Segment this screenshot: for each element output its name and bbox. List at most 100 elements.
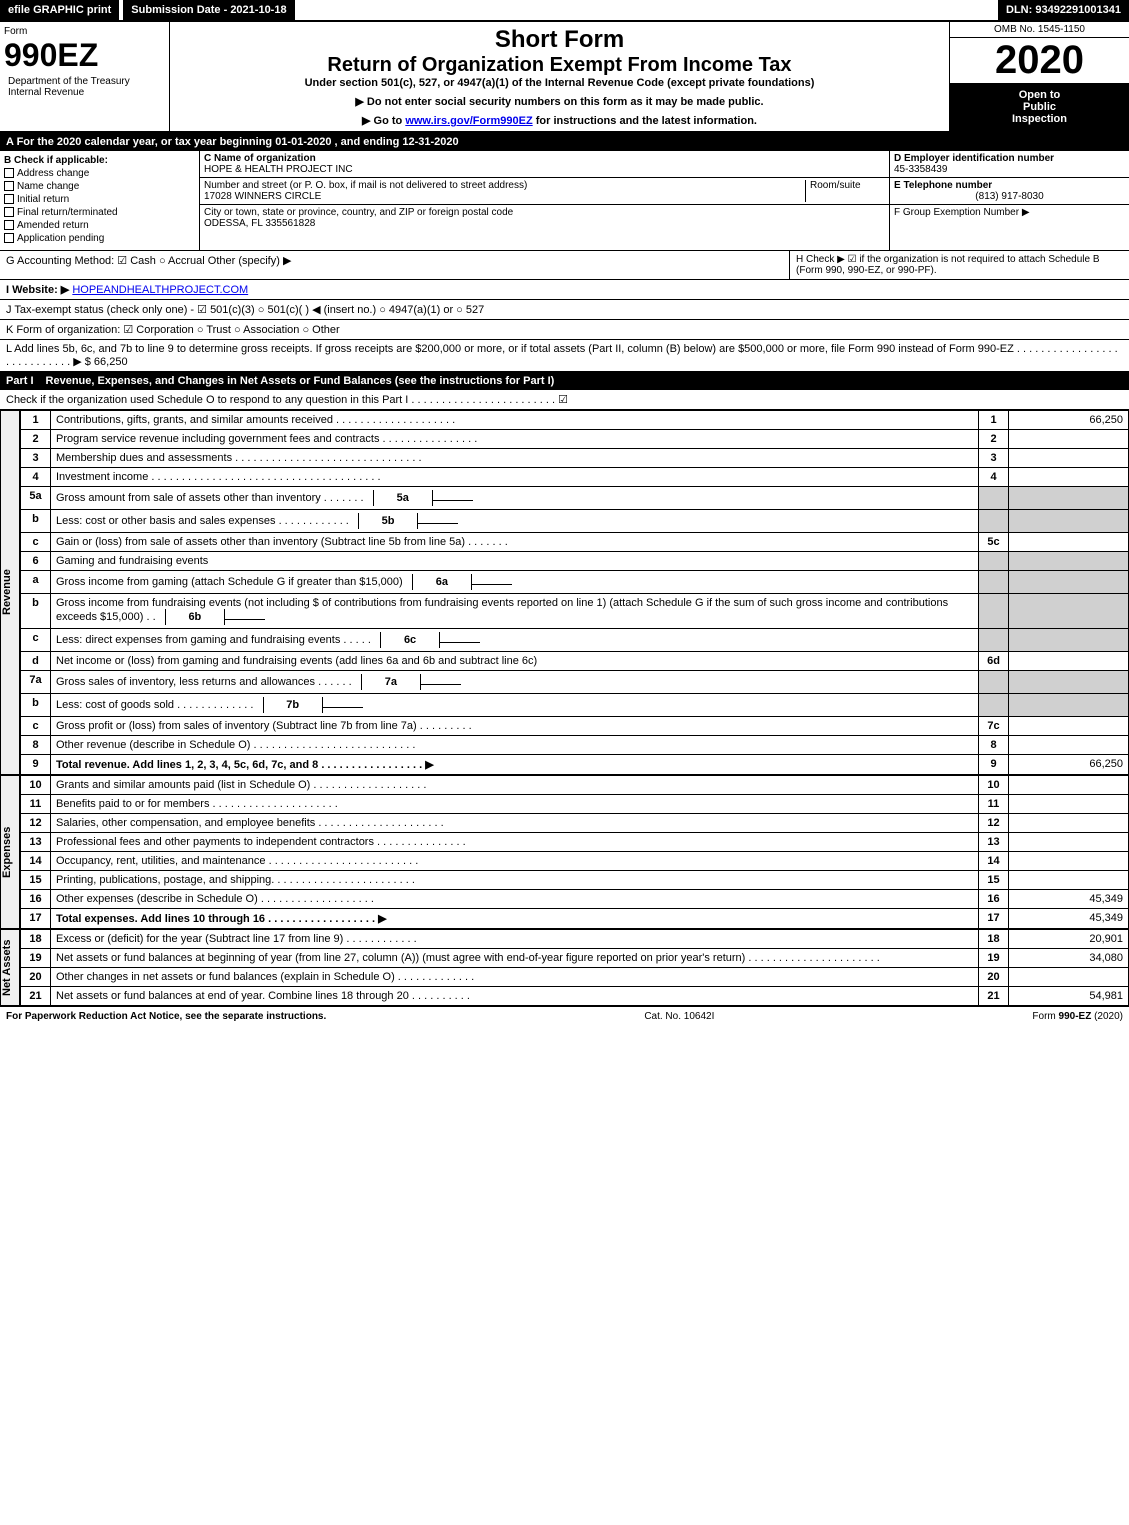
expenses-table: 10Grants and similar amounts paid (list … xyxy=(20,775,1129,929)
title-column: Short Form Return of Organization Exempt… xyxy=(170,22,949,131)
line-7a: 7aGross sales of inventory, less returns… xyxy=(21,671,1129,694)
row-k-form-of-org: K Form of organization: ☑ Corporation ○ … xyxy=(0,320,1129,340)
ein-value: 45-3358439 xyxy=(894,164,1125,175)
row-g-accounting: G Accounting Method: ☑ Cash ○ Accrual Ot… xyxy=(0,251,789,279)
org-city-block: City or town, state or province, country… xyxy=(200,205,889,231)
telephone-block: E Telephone number (813) 917-8030 xyxy=(890,178,1129,205)
row-i-website: I Website: ▶ HOPEANDHEALTHPROJECT.COM xyxy=(0,280,1129,300)
efile-print-button[interactable]: efile GRAPHIC print xyxy=(0,0,119,20)
open-line-3: Inspection xyxy=(956,113,1123,125)
row-l-gross-receipts: L Add lines 5b, 6c, and 7b to line 9 to … xyxy=(0,340,1129,372)
line-16: 16Other expenses (describe in Schedule O… xyxy=(21,890,1129,909)
section-b-checkboxes: B Check if applicable: Address change Na… xyxy=(0,151,200,250)
warning-1: ▶ Do not enter social security numbers o… xyxy=(174,95,945,108)
line-6d: dNet income or (loss) from gaming and fu… xyxy=(21,652,1129,671)
row-h-schedule-b: H Check ▶ ☑ if the organization is not r… xyxy=(789,251,1129,279)
section-d-id: D Employer identification number 45-3358… xyxy=(889,151,1129,250)
line-9: 9Total revenue. Add lines 1, 2, 3, 4, 5c… xyxy=(21,755,1129,775)
form-word: Form xyxy=(4,26,165,37)
check-address-change[interactable]: Address change xyxy=(4,168,195,179)
netassets-table: 18Excess or (deficit) for the year (Subt… xyxy=(20,929,1129,1006)
right-column: OMB No. 1545-1150 2020 Open to Public In… xyxy=(949,22,1129,131)
line-7c: cGross profit or (loss) from sales of in… xyxy=(21,717,1129,736)
check-name-change[interactable]: Name change xyxy=(4,181,195,192)
footer-right: Form 990-EZ (2020) xyxy=(1032,1011,1123,1022)
city-value: ODESSA, FL 335561828 xyxy=(204,218,885,229)
line-19: 19Net assets or fund balances at beginni… xyxy=(21,949,1129,968)
part-1-header: Part I Revenue, Expenses, and Changes in… xyxy=(0,372,1129,390)
part-1-title: Revenue, Expenses, and Changes in Net As… xyxy=(46,375,555,387)
tel-label: E Telephone number xyxy=(894,180,1125,191)
irs-link[interactable]: www.irs.gov/Form990EZ xyxy=(405,115,532,127)
addr-label: Number and street (or P. O. box, if mail… xyxy=(204,180,805,191)
revenue-table: 1Contributions, gifts, grants, and simil… xyxy=(20,410,1129,775)
check-final-return[interactable]: Final return/terminated xyxy=(4,207,195,218)
open-to-public-box: Open to Public Inspection xyxy=(950,83,1129,131)
website-link[interactable]: HOPEANDHEALTHPROJECT.COM xyxy=(72,284,248,296)
page-footer: For Paperwork Reduction Act Notice, see … xyxy=(0,1006,1129,1026)
check-application-pending[interactable]: Application pending xyxy=(4,233,195,244)
dln-label: DLN: 93492291001341 xyxy=(998,0,1129,20)
row-j-tax-exempt: J Tax-exempt status (check only one) - ☑… xyxy=(0,300,1129,320)
netassets-section: Net Assets 18Excess or (deficit) for the… xyxy=(0,929,1129,1006)
org-name-block: C Name of organization HOPE & HEALTH PRO… xyxy=(200,151,889,178)
line-6b: bGross income from fundraising events (n… xyxy=(21,594,1129,629)
department-label: Department of the Treasury Internal Reve… xyxy=(4,74,165,100)
part-1-check: Check if the organization used Schedule … xyxy=(0,390,1129,410)
line-2: 2Program service revenue including gover… xyxy=(21,430,1129,449)
org-name-label: C Name of organization xyxy=(204,153,885,164)
footer-left: For Paperwork Reduction Act Notice, see … xyxy=(6,1011,326,1022)
ein-label: D Employer identification number xyxy=(894,153,1125,164)
addr-value: 17028 WINNERS CIRCLE xyxy=(204,191,805,202)
form-id-column: Form 990EZ Department of the Treasury In… xyxy=(0,22,170,131)
omb-number: OMB No. 1545-1150 xyxy=(950,22,1129,38)
check-amended-return[interactable]: Amended return xyxy=(4,220,195,231)
line-17: 17Total expenses. Add lines 10 through 1… xyxy=(21,909,1129,929)
submission-date: Submission Date - 2021-10-18 xyxy=(123,0,294,20)
line-5b: bLess: cost or other basis and sales exp… xyxy=(21,510,1129,533)
form-number: 990EZ xyxy=(4,37,165,74)
line-5c: cGain or (loss) from sale of assets othe… xyxy=(21,533,1129,552)
group-label: F Group Exemption Number ▶ xyxy=(894,207,1125,218)
line-10: 10Grants and similar amounts paid (list … xyxy=(21,776,1129,795)
line-4: 4Investment income . . . . . . . . . . .… xyxy=(21,468,1129,487)
open-line-2: Public xyxy=(956,101,1123,113)
org-address-block: Number and street (or P. O. box, if mail… xyxy=(200,178,889,205)
expenses-section: Expenses 10Grants and similar amounts pa… xyxy=(0,775,1129,929)
line-5a: 5aGross amount from sale of assets other… xyxy=(21,487,1129,510)
section-c-org: C Name of organization HOPE & HEALTH PRO… xyxy=(200,151,889,250)
line-7b: bLess: cost of goods sold . . . . . . . … xyxy=(21,694,1129,717)
expenses-vert-label: Expenses xyxy=(0,775,20,929)
form-header: Form 990EZ Department of the Treasury In… xyxy=(0,22,1129,133)
line-8: 8Other revenue (describe in Schedule O) … xyxy=(21,736,1129,755)
revenue-section: Revenue 1Contributions, gifts, grants, a… xyxy=(0,410,1129,775)
line-1: 1Contributions, gifts, grants, and simil… xyxy=(21,411,1129,430)
line-18: 18Excess or (deficit) for the year (Subt… xyxy=(21,930,1129,949)
line-14: 14Occupancy, rent, utilities, and mainte… xyxy=(21,852,1129,871)
line-11: 11Benefits paid to or for members . . . … xyxy=(21,795,1129,814)
info-grid: B Check if applicable: Address change Na… xyxy=(0,151,1129,251)
line-6c: cLess: direct expenses from gaming and f… xyxy=(21,629,1129,652)
footer-cat-no: Cat. No. 10642I xyxy=(644,1011,714,1022)
revenue-vert-label: Revenue xyxy=(0,410,20,775)
city-label: City or town, state or province, country… xyxy=(204,207,885,218)
line-13: 13Professional fees and other payments t… xyxy=(21,833,1129,852)
subtitle: Under section 501(c), 527, or 4947(a)(1)… xyxy=(174,77,945,89)
part-1-label: Part I xyxy=(6,375,34,387)
open-line-1: Open to xyxy=(956,89,1123,101)
main-title: Return of Organization Exempt From Incom… xyxy=(174,54,945,77)
check-initial-return[interactable]: Initial return xyxy=(4,194,195,205)
short-form-title: Short Form xyxy=(174,26,945,54)
org-name: HOPE & HEALTH PROJECT INC xyxy=(204,164,885,175)
line-15: 15Printing, publications, postage, and s… xyxy=(21,871,1129,890)
section-b-title: B Check if applicable: xyxy=(4,155,195,166)
group-exemption-block: F Group Exemption Number ▶ xyxy=(890,205,1129,220)
netassets-vert-label: Net Assets xyxy=(0,929,20,1006)
room-suite-label: Room/suite xyxy=(805,180,885,202)
line-21: 21Net assets or fund balances at end of … xyxy=(21,987,1129,1006)
line-6: 6Gaming and fundraising events xyxy=(21,552,1129,571)
line-6a: aGross income from gaming (attach Schedu… xyxy=(21,571,1129,594)
ein-block: D Employer identification number 45-3358… xyxy=(890,151,1129,178)
line-12: 12Salaries, other compensation, and empl… xyxy=(21,814,1129,833)
line-3: 3Membership dues and assessments . . . .… xyxy=(21,449,1129,468)
